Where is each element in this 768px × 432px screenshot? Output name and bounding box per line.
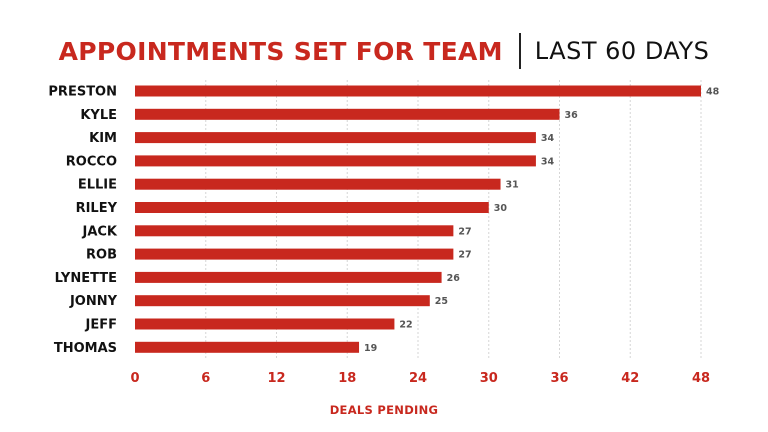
x-tick-label: 12 bbox=[267, 371, 285, 386]
category-label: LYNETTE bbox=[55, 271, 117, 286]
x-tick-label: 0 bbox=[130, 371, 139, 386]
category-label: RILEY bbox=[76, 201, 118, 216]
chart-subtitle: LAST 60 DAYS bbox=[534, 37, 710, 65]
value-label: 19 bbox=[364, 343, 377, 354]
bar bbox=[135, 202, 489, 213]
title-divider bbox=[518, 33, 521, 69]
bar bbox=[135, 178, 501, 190]
bar bbox=[135, 341, 360, 353]
value-label: 34 bbox=[541, 133, 555, 144]
x-tick-label: 42 bbox=[621, 371, 639, 386]
value-label: 34 bbox=[541, 156, 555, 167]
x-tick-label: 48 bbox=[692, 371, 710, 386]
category-label: KIM bbox=[89, 131, 117, 146]
category-label: JACK bbox=[81, 224, 117, 239]
value-labels: 48 36 34 34 31 30 27 27 26 25 22 19 bbox=[364, 87, 720, 354]
value-label: 26 bbox=[447, 273, 461, 284]
bar bbox=[135, 108, 560, 120]
category-label: KYLE bbox=[80, 108, 117, 123]
category-label: ROB bbox=[86, 248, 117, 263]
value-label: 25 bbox=[435, 296, 448, 307]
bar bbox=[135, 318, 395, 330]
value-label: 31 bbox=[506, 180, 519, 191]
bar bbox=[135, 295, 430, 307]
bar bbox=[135, 225, 454, 237]
value-label: 27 bbox=[458, 226, 471, 237]
value-label: 30 bbox=[494, 203, 508, 214]
category-label: ROCCO bbox=[66, 154, 117, 169]
bar bbox=[135, 248, 454, 260]
category-label: PRESTON bbox=[48, 85, 117, 100]
value-label: 22 bbox=[399, 320, 412, 331]
value-label: 36 bbox=[565, 110, 579, 121]
chart-title-block: APPOINTMENTS SET FOR TEAM LAST 60 DAYS bbox=[0, 31, 768, 71]
x-tick-label: 30 bbox=[480, 371, 498, 386]
bar bbox=[135, 155, 536, 167]
category-label: ELLIE bbox=[78, 178, 117, 193]
bar bbox=[135, 271, 442, 283]
x-tick-label: 24 bbox=[409, 371, 427, 386]
chart-title: APPOINTMENTS SET FOR TEAM bbox=[58, 36, 503, 66]
x-tick-label: 18 bbox=[338, 371, 356, 386]
grid-lines bbox=[205, 80, 702, 360]
x-tick-label: 6 bbox=[201, 371, 210, 386]
category-label: THOMAS bbox=[54, 341, 117, 356]
x-axis-ticks: 0 6 12 18 24 30 36 42 48 bbox=[130, 371, 710, 386]
value-label: 27 bbox=[458, 250, 471, 261]
category-labels: PRESTON KYLE KIM ROCCO ELLIE RILEY JACK ROB LYNE… bbox=[48, 85, 118, 356]
category-label: JONNY bbox=[69, 294, 118, 309]
category-label: JEFF bbox=[85, 318, 117, 333]
value-label: 48 bbox=[706, 87, 720, 98]
bars bbox=[135, 85, 701, 353]
bar bbox=[135, 85, 701, 97]
bar bbox=[135, 132, 536, 144]
x-axis-title: DEALS PENDING bbox=[330, 403, 439, 417]
x-tick-label: 36 bbox=[550, 371, 568, 386]
